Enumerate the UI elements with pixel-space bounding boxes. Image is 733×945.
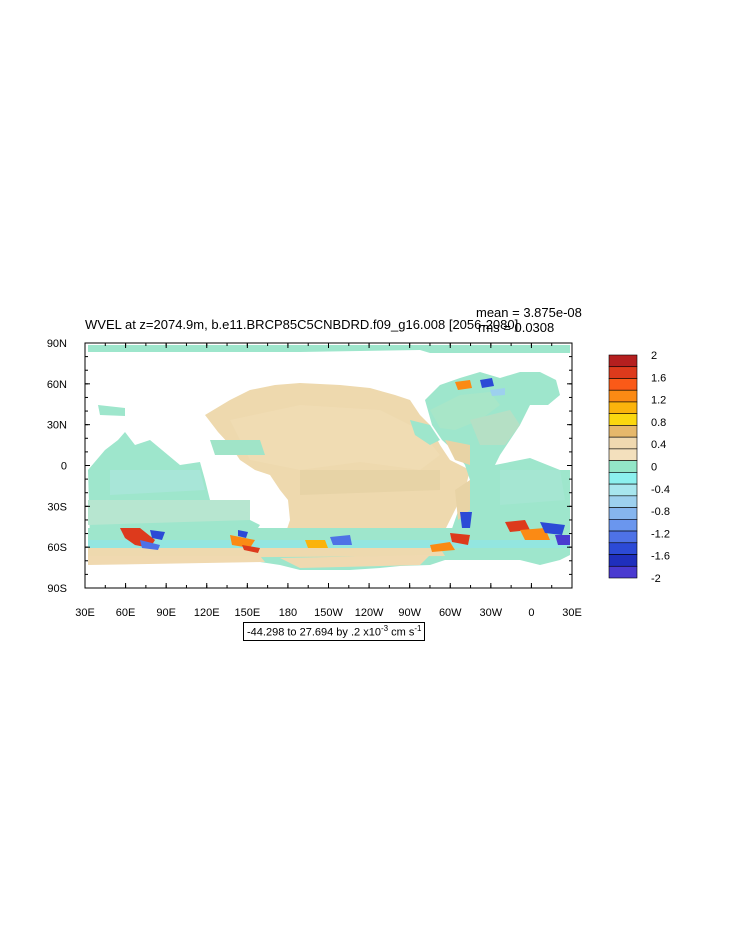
x-tick-labels: 30E 60E 90E 120E 150E 180 150W 120W 90W 60W 30W 0 30…: [75, 607, 582, 619]
y-tick-label: 90N: [47, 338, 67, 350]
colorbar-swatch: [608, 542, 638, 555]
colorbar-swatch: [608, 495, 638, 508]
x-tick-label: 150E: [234, 607, 260, 619]
units-prefix: -44.298 to 27.694 by .2 x10: [247, 626, 381, 639]
colorbar-swatch: [608, 507, 638, 520]
x-tick-label: 30W: [480, 607, 503, 619]
colorbar-label: -1.2: [651, 528, 670, 540]
x-tick-label: 60W: [439, 607, 462, 619]
x-tick-label: 180: [279, 607, 297, 619]
colorbar-swatch: [608, 378, 638, 391]
colorbar-swatch: [608, 460, 638, 473]
colorbar-swatch: [608, 401, 638, 414]
tick-marks: [84, 342, 573, 589]
colorbar-swatch: [608, 554, 638, 567]
colorbar-label: -1.6: [651, 551, 670, 563]
x-tick-label: 120E: [194, 607, 220, 619]
colorbar-label: 0.8: [651, 417, 666, 429]
colorbar-swatch: [608, 366, 638, 379]
x-tick-label: 90W: [398, 607, 421, 619]
rms-label: rms = 0.0308: [478, 320, 555, 335]
y-tick-label: 60S: [47, 542, 67, 554]
colorbar-swatch: [608, 483, 638, 497]
units-exp2: -1: [414, 624, 422, 633]
y-tick-label: 0: [61, 461, 67, 473]
colorbar-swatch: [608, 519, 638, 532]
units-exp: -3: [380, 624, 389, 633]
x-tick-label: 30E: [75, 607, 95, 619]
colorbar-swatch: [608, 565, 638, 579]
colorbar-swatch: [608, 413, 638, 426]
plot-title: WVEL at z=2074.9m, b.e11.BRCP85C5CNBDRD.…: [85, 317, 519, 332]
colorbar-swatch: [608, 472, 638, 485]
units-label: -44.298 to 27.694 by .2 x10-3 cm s-1: [243, 622, 426, 641]
mean-label: mean = 3.875e-08: [476, 305, 582, 320]
colorbar-swatch: [608, 389, 638, 403]
colorbar-label: -0.8: [651, 506, 670, 518]
x-tick-label: 30E: [562, 607, 582, 619]
colorbar-swatch: [608, 354, 638, 368]
colorbar-swatch: [608, 425, 638, 438]
colorbar-swatch: [608, 436, 638, 450]
colorbar-label: -2: [651, 573, 661, 585]
colorbar: 2 1.6 1.2 0.8 0.4 0 -0.4 -0.8 -1.2 -1.6 -2: [608, 350, 670, 585]
y-tick-label: 60N: [47, 379, 67, 391]
colorbar-swatch: [608, 448, 638, 461]
units-suffix: cm s: [388, 626, 415, 639]
y-tick-label: 90S: [47, 583, 67, 595]
map-field: [88, 345, 570, 570]
x-tick-label: 60E: [116, 607, 136, 619]
colorbar-label: 0.4: [651, 439, 666, 451]
y-tick-label: 30S: [47, 501, 67, 513]
colorbar-swatch: [608, 530, 638, 544]
y-tick-label: 30N: [47, 420, 67, 432]
x-tick-label: 120W: [355, 607, 384, 619]
y-tick-labels: 90N 60N 30N 0 30S 60S 90S: [47, 338, 67, 595]
x-tick-label: 90E: [156, 607, 176, 619]
x-tick-label: 150W: [314, 607, 343, 619]
colorbar-label: -0.4: [651, 484, 670, 496]
colorbar-label: 0: [651, 462, 657, 474]
colorbar-label: 2: [651, 350, 657, 362]
colorbar-label: 1.2: [651, 395, 666, 407]
colorbar-label: 1.6: [651, 372, 666, 384]
x-tick-label: 0: [528, 607, 534, 619]
